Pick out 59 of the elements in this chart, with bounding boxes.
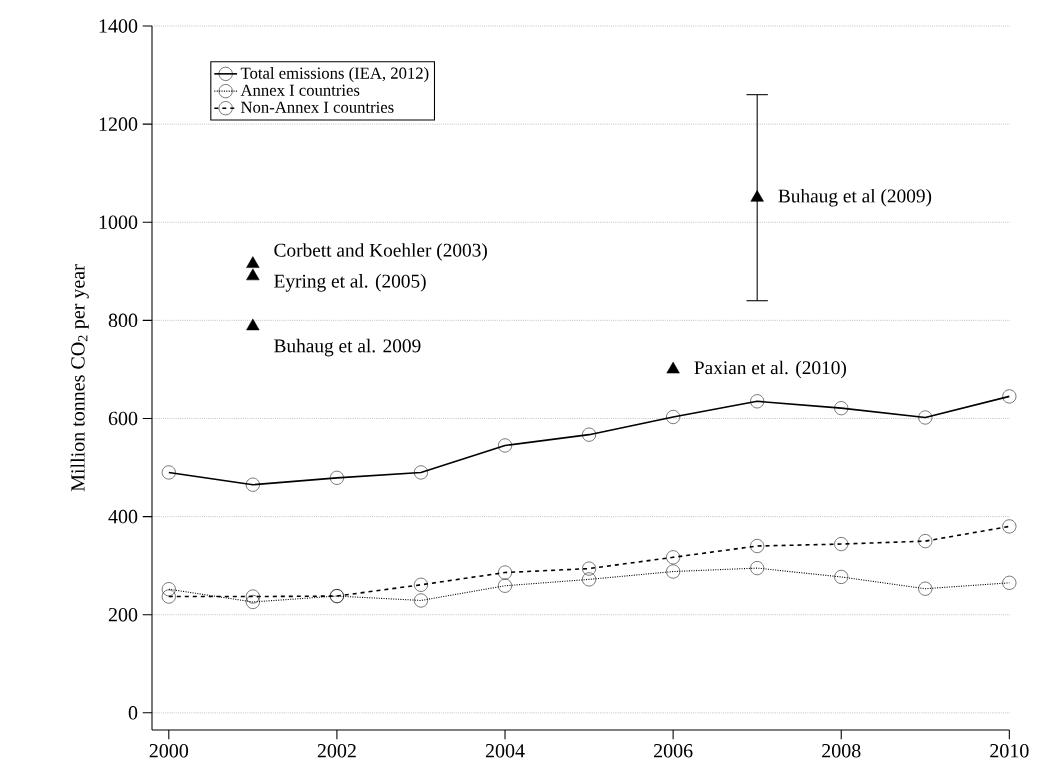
point: [414, 593, 428, 608]
y-tick-label: 200: [108, 607, 138, 622]
series-label: Buhaug et al (2009): [778, 188, 932, 207]
x-tick-label: 2008: [822, 744, 861, 758]
legend-label: Total emissions (IEA, 2012): [240, 67, 429, 83]
series-label: Corbett and Koehler (2003): [274, 243, 487, 261]
point: [582, 561, 597, 576]
point: [750, 539, 765, 553]
point: [245, 477, 260, 492]
x-tick-label: 2010: [990, 744, 1029, 758]
legend-label: Non-Annex I countries: [241, 101, 394, 113]
x-tick-label: 2000: [149, 744, 189, 758]
point: [1002, 519, 1017, 534]
series-label: Eyring et al. (2005): [274, 274, 426, 292]
x-tick-label: 2006: [654, 744, 693, 758]
point: [161, 465, 176, 480]
y-tick-label: 400: [108, 509, 138, 524]
point: [329, 470, 344, 485]
y-tick-label: 600: [108, 411, 138, 426]
point: [834, 537, 849, 551]
point: [666, 550, 681, 565]
point: [918, 581, 933, 596]
point: [161, 589, 176, 604]
legend-label: Annex I countries: [240, 84, 360, 96]
y-axis-title: Million tonnes CO$_{2}$ per year: [70, 264, 89, 492]
y-tick-label: 1000: [99, 215, 138, 229]
y-tick-label: 1400: [99, 19, 138, 33]
point: [582, 572, 597, 587]
point: [161, 582, 176, 597]
point: [246, 268, 260, 281]
point: [666, 361, 680, 374]
point: [1002, 389, 1017, 404]
point: [498, 438, 512, 453]
point: [498, 565, 512, 580]
point: [666, 410, 681, 424]
point: [918, 410, 933, 425]
point: [246, 256, 260, 268]
y-tick-label: 1200: [99, 117, 138, 131]
point: [918, 534, 933, 549]
point: [750, 190, 764, 202]
series-label: Buhaug et al. 2009: [274, 338, 421, 357]
x-tick-label: 2004: [485, 744, 525, 758]
point: [666, 564, 681, 579]
point: [246, 318, 260, 331]
x-tick-label: 2002: [317, 744, 356, 758]
point: [834, 401, 849, 416]
point: [750, 561, 765, 576]
point: [1002, 575, 1017, 590]
point: [498, 578, 512, 593]
series-label: Paxian et al. (2010): [694, 360, 846, 379]
point: [414, 577, 428, 592]
point: [414, 465, 428, 480]
point: [245, 589, 260, 604]
point: [834, 570, 849, 584]
point: [245, 595, 260, 609]
y-tick-label: 800: [108, 313, 138, 328]
point: [582, 427, 597, 442]
y-tick-label: 0: [128, 706, 138, 720]
point: [750, 394, 765, 409]
